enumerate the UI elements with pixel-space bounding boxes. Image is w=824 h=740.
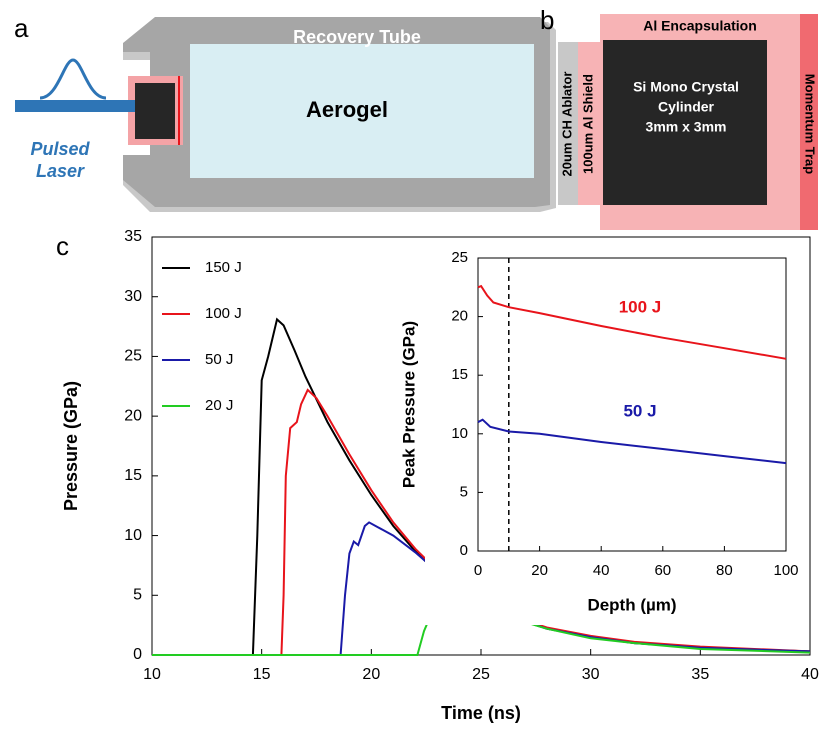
shield-label: 100um Al Shield [580,74,595,174]
laser-label: Laser [36,161,85,181]
encapsulation-label: Al Encapsulation [643,18,757,34]
shield [578,42,600,205]
trap-label: Momentum Trap [803,74,818,174]
y-tick-label: 25 [451,249,468,266]
y-tick-label: 30 [124,288,142,305]
x-tick-label: 15 [253,666,271,683]
y-tick-label: 20 [124,407,142,424]
aerogel [190,44,534,178]
crystal-label: Si Mono Crystal [633,79,739,95]
panel-letter: b [540,5,554,35]
ablator-label: 20um CH Ablator [559,72,574,177]
panel-letter: c [56,231,69,261]
y-axis-label: Pressure (GPa) [61,381,81,511]
y-tick-label: 10 [451,425,468,442]
y-tick-label: 5 [460,483,468,500]
x-tick-label: 20 [531,562,548,579]
y-tick-label: 0 [460,542,468,559]
x-tick-label: 30 [582,666,600,683]
x-tick-label: 40 [593,562,610,579]
crystal [603,40,767,205]
series-label: 50 J [623,402,656,421]
y-tick-label: 35 [124,228,142,245]
line-series [477,418,787,465]
crystal-label: 3mm x 3mm [646,119,727,135]
series-label: 100 J [619,297,662,316]
x-tick-label: 35 [691,666,709,683]
panel-letter: a [14,13,29,43]
legend-label: 100 J [205,305,242,322]
y-axis-label: Peak Pressure (GPa) [399,321,418,488]
x-tick-label: 100 [773,562,798,579]
laser-beam [15,100,135,112]
x-tick-label: 10 [143,666,161,683]
y-tick-label: 15 [451,366,468,383]
y-tick-label: 15 [124,467,142,484]
x-tick-label: 80 [716,562,733,579]
x-tick-label: 60 [654,562,671,579]
aerogel-label: Aerogel [306,97,388,122]
y-tick-label: 5 [133,587,142,604]
legend-label: 50 J [205,351,233,368]
plot-frame [477,257,787,552]
tube-label: Recovery Tube [293,27,421,47]
y-tick-label: 20 [451,308,468,325]
line-series [477,284,787,360]
x-axis-label: Depth (µm) [587,595,676,614]
x-tick-label: 40 [801,666,819,683]
legend-label: 150 J [205,259,242,276]
line-series [152,388,811,656]
sample [135,83,175,139]
x-tick-label: 25 [472,666,490,683]
x-tick-label: 0 [474,562,482,579]
inset-background [425,244,800,625]
ablator [558,42,578,205]
x-axis-label: Time (ns) [441,703,521,723]
legend-label: 20 J [205,397,233,414]
crystal-label: Cylinder [658,99,715,115]
laser-label: Pulsed [30,139,90,159]
y-tick-label: 10 [124,527,142,544]
y-tick-label: 0 [133,646,142,663]
x-tick-label: 20 [362,666,380,683]
y-tick-label: 25 [124,348,142,365]
momentum-trap [800,14,818,230]
plot-frame [151,236,811,656]
laser-pulse [39,58,107,100]
